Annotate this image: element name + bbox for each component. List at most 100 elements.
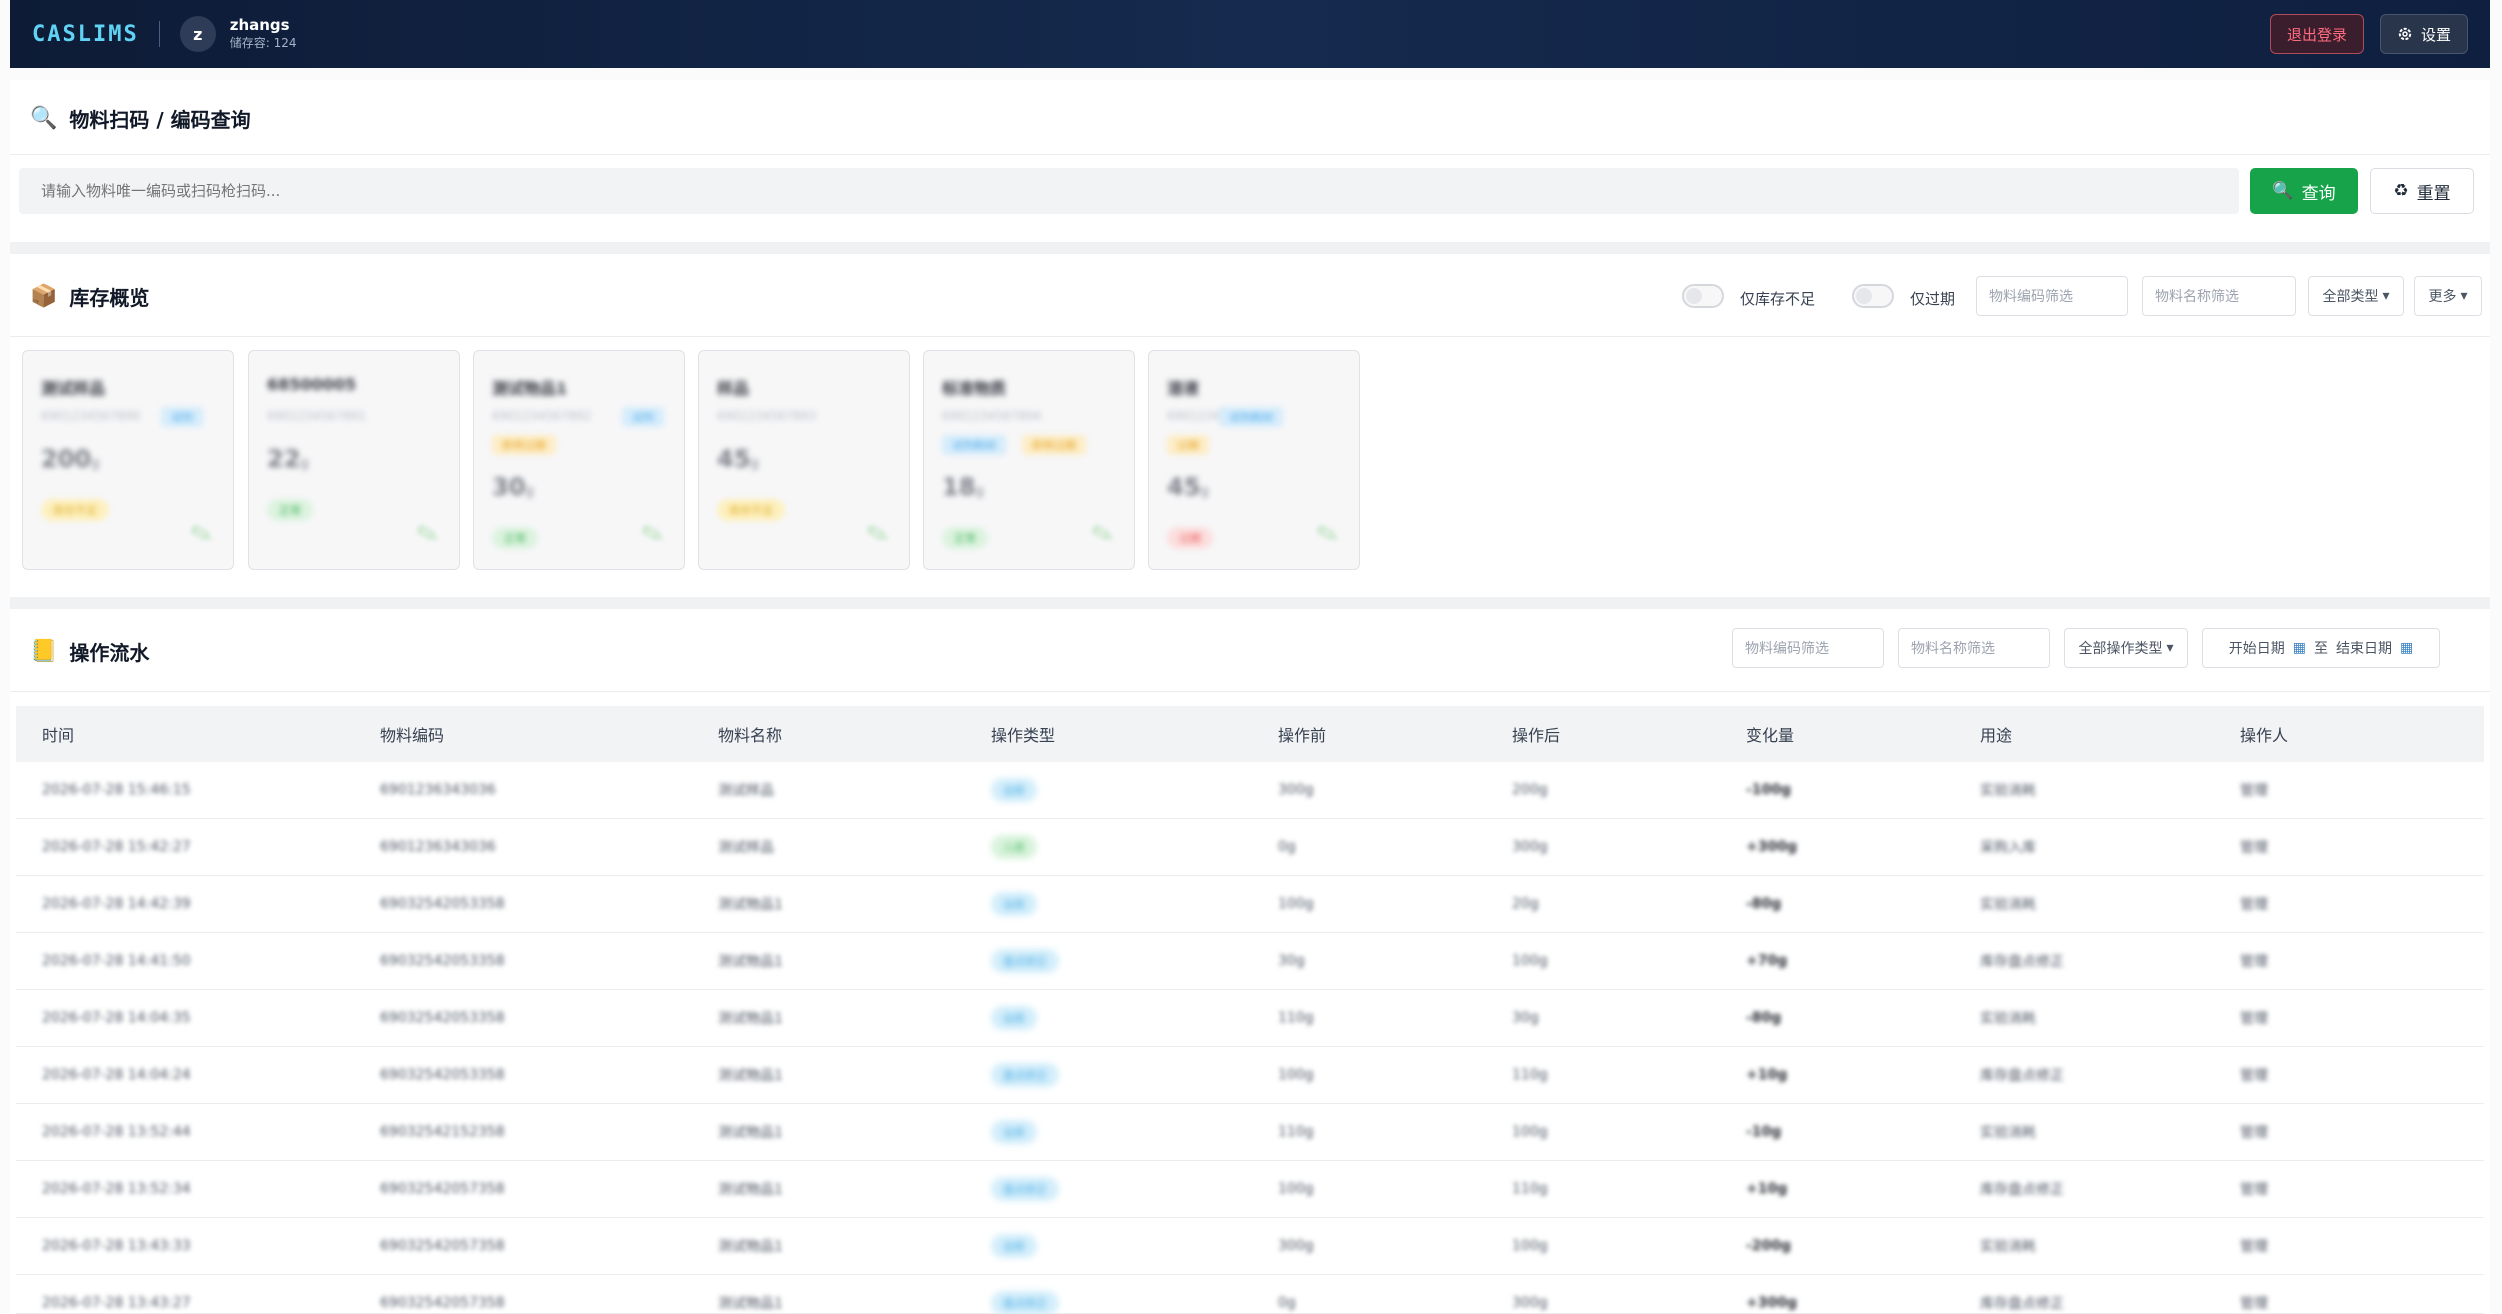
- col-purpose[interactable]: 用途: [1980, 726, 2013, 745]
- cell-code: 69032542053358: [380, 1067, 505, 1083]
- pencil-icon[interactable]: ✎: [411, 515, 443, 554]
- settings-button[interactable]: 设置: [2379, 14, 2468, 54]
- low-stock-toggle[interactable]: [1682, 284, 1724, 308]
- cell-type: 盘点修正: [991, 1161, 1059, 1217]
- user-name: zhangs: [229, 16, 290, 34]
- package-icon: 📦: [30, 284, 58, 309]
- cell-operator: 管理: [2240, 1182, 2268, 1198]
- cell-change: +10g: [1746, 1067, 1788, 1083]
- cell-name: 测试物品1: [718, 897, 783, 913]
- col-material-name[interactable]: 物料名称: [718, 726, 783, 745]
- col-operator[interactable]: 操作人: [2240, 726, 2289, 745]
- cell-type: 出库: [991, 876, 1037, 932]
- table-row[interactable]: 2026-07-28 15:42:27 6901236343036 测试样品 入…: [16, 819, 2484, 876]
- cell-operator: 管理: [2240, 1296, 2268, 1312]
- material-code-search-input[interactable]: [19, 168, 2239, 214]
- cell-operator: 管理: [2240, 1239, 2268, 1255]
- cell-purpose: 库存盘点修正: [1980, 1296, 2064, 1312]
- cell-before: 100g: [1278, 1181, 1314, 1197]
- cell-change: -80g: [1746, 1010, 1782, 1026]
- card-material-name: 测试物品1: [492, 379, 568, 398]
- cell-purpose: 库存盘点修正: [1980, 1182, 2064, 1198]
- expired-label: 仅过期: [1910, 290, 1956, 308]
- reset-button[interactable]: ♻ 重置: [2370, 168, 2474, 214]
- inventory-card[interactable]: 溶液 69012345 试剂耗材 过期 45g 过期 ✎: [1148, 350, 1360, 570]
- inventory-type-select[interactable]: 全部类型 ▾: [2308, 276, 2404, 316]
- table-row[interactable]: 2026-07-28 14:42:39 69032542053358 测试物品1…: [16, 876, 2484, 933]
- card-expiry-tag: 即将过期: [1022, 435, 1086, 455]
- card-quantity: 45g: [1167, 473, 1209, 501]
- col-change[interactable]: 变化量: [1746, 726, 1795, 745]
- cell-code: 69032542152358: [380, 1124, 505, 1140]
- cell-purpose: 库存盘点修正: [1980, 954, 2064, 970]
- inventory-code-filter[interactable]: 物料编码筛选: [1976, 276, 2128, 316]
- cell-change: -80g: [1746, 896, 1782, 912]
- cell-after: 300g: [1512, 1295, 1548, 1311]
- cell-time: 2026-07-28 13:43:27: [42, 1295, 191, 1311]
- pencil-icon[interactable]: ✎: [636, 515, 668, 554]
- cell-time: 2026-07-28 13:52:44: [42, 1124, 191, 1140]
- cell-purpose: 实验消耗: [1980, 1011, 2036, 1027]
- inventory-card[interactable]: 标准物质 6901234567894 试剂耗材 即将过期 18g 正常 ✎: [923, 350, 1135, 570]
- cell-after: 100g: [1512, 953, 1548, 969]
- more-filter-select[interactable]: 更多 ▾: [2414, 276, 2482, 316]
- pencil-icon[interactable]: ✎: [861, 515, 893, 554]
- ledger-icon: 📒: [30, 639, 58, 664]
- date-range-picker[interactable]: 开始日期 ▦ 至 结束日期 ▦: [2202, 628, 2440, 668]
- inventory-card[interactable]: 样品 6901234567893 45g 库存不足 ✎: [698, 350, 910, 570]
- table-row[interactable]: 2026-07-28 13:43:27 69032542057358 测试物品1…: [16, 1275, 2484, 1314]
- table-row[interactable]: 2026-07-28 15:46:15 6901236343036 测试样品 出…: [16, 762, 2484, 819]
- table-row[interactable]: 2026-07-28 14:04:24 69032542053358 测试物品1…: [16, 1047, 2484, 1104]
- cell-after: 110g: [1512, 1067, 1548, 1083]
- card-status-badge: 正常: [942, 527, 988, 549]
- ops-name-filter[interactable]: 物料名称筛选: [1898, 628, 2050, 668]
- pencil-icon[interactable]: ✎: [185, 515, 217, 554]
- table-row[interactable]: 2026-07-28 14:41:50 69032542053358 测试物品1…: [16, 933, 2484, 990]
- cell-change: -10g: [1746, 1124, 1782, 1140]
- section-gap: [10, 597, 2490, 609]
- table-row[interactable]: 2026-07-28 13:52:34 69032542057358 测试物品1…: [16, 1161, 2484, 1218]
- card-material-name: 68500005: [267, 375, 357, 394]
- table-row[interactable]: 2026-07-28 14:04:35 69032542053358 测试物品1…: [16, 990, 2484, 1047]
- chevron-down-icon: ▾: [2382, 288, 2390, 304]
- inventory-card[interactable]: 68500005 6901234567891 22g 正常 ✎: [248, 350, 460, 570]
- cell-purpose: 库存盘点修正: [1980, 1068, 2064, 1084]
- expired-toggle[interactable]: [1852, 284, 1894, 308]
- cell-name: 测试物品1: [718, 1296, 783, 1312]
- logout-button[interactable]: 退出登录: [2269, 14, 2364, 54]
- card-quantity-value: 30: [492, 473, 526, 501]
- cell-type: 盘点修正: [991, 933, 1059, 989]
- col-op-type[interactable]: 操作类型: [991, 726, 1056, 745]
- inventory-name-filter[interactable]: 物料名称筛选: [2142, 276, 2296, 316]
- pencil-icon[interactable]: ✎: [1311, 515, 1343, 554]
- card-quantity-unit: g: [975, 484, 984, 499]
- card-quantity-value: 18: [942, 473, 976, 501]
- scan-title-text: 物料扫码 / 编码查询: [69, 108, 251, 132]
- card-status-badge: 库存不足: [41, 499, 109, 521]
- ops-code-filter[interactable]: 物料编码筛选: [1732, 628, 1884, 668]
- card-category-tag: 试剂: [161, 407, 203, 427]
- col-before[interactable]: 操作前: [1278, 726, 1327, 745]
- cell-change: +300g: [1746, 839, 1797, 855]
- cell-change: -200g: [1746, 1238, 1792, 1254]
- query-button[interactable]: 🔍 查询: [2250, 168, 2358, 214]
- table-row[interactable]: 2026-07-28 13:52:44 69032542152358 测试物品1…: [16, 1104, 2484, 1161]
- inventory-card[interactable]: 测试物品1 6901234567892 试剂 即将过期 30g 正常 ✎: [473, 350, 685, 570]
- col-material-code[interactable]: 物料编码: [380, 726, 445, 745]
- table-row[interactable]: 2026-07-28 13:43:33 69032542057358 测试物品1…: [16, 1218, 2484, 1275]
- card-quantity-value: 45: [1167, 473, 1201, 501]
- card-material-code: 6901234567890: [41, 409, 141, 423]
- cell-purpose: 实验消耗: [1980, 1125, 2036, 1141]
- ops-type-select[interactable]: 全部操作类型 ▾: [2064, 628, 2188, 668]
- chevron-down-icon: ▾: [2166, 640, 2174, 656]
- cell-time: 2026-07-28 15:46:15: [42, 782, 191, 798]
- op-type-badge: 出库: [991, 778, 1037, 802]
- col-time[interactable]: 时间: [42, 726, 75, 745]
- cell-after: 20g: [1512, 896, 1539, 912]
- card-material-name: 标准物质: [942, 379, 1007, 398]
- scan-divider: [10, 154, 2490, 155]
- col-after[interactable]: 操作后: [1512, 726, 1561, 745]
- user-avatar[interactable]: z: [179, 16, 216, 52]
- inventory-card[interactable]: 测试样品 6901234567890 试剂 200g 库存不足 ✎: [22, 350, 234, 570]
- pencil-icon[interactable]: ✎: [1086, 515, 1118, 554]
